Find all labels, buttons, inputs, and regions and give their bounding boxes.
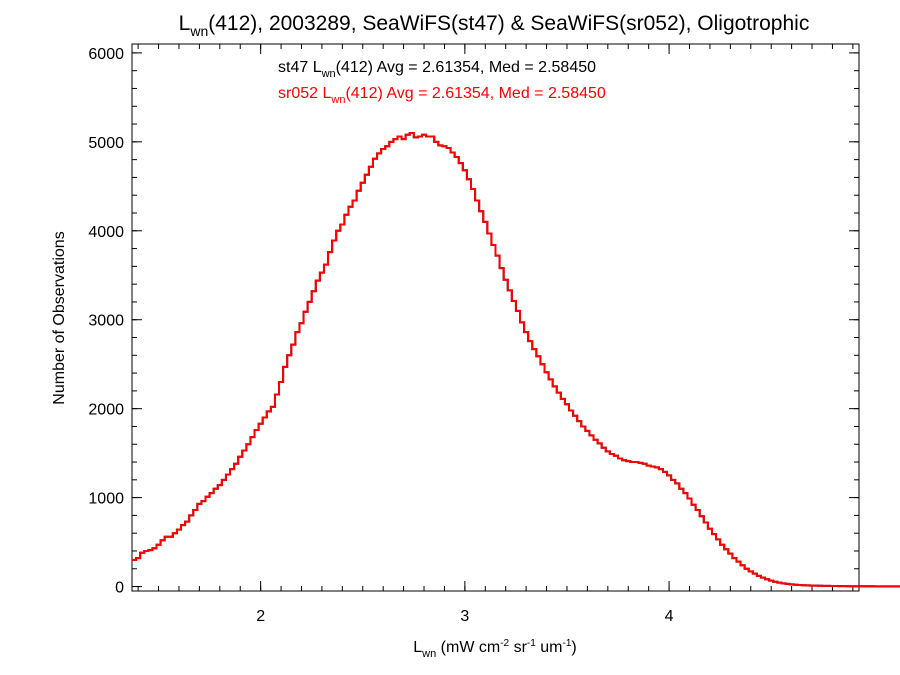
- x-tick-label: 4: [665, 608, 674, 625]
- plot-frame: [131, 43, 860, 592]
- chart-title: Lwn(412), 2003289, SeaWiFS(st47) & SeaWi…: [179, 12, 810, 39]
- series-st47-line: [132, 131, 900, 588]
- x-tick-label: 3: [460, 608, 469, 625]
- y-axis-label: Number of Observations: [51, 231, 68, 404]
- series-sr052-line: [132, 131, 900, 588]
- y-tick-label: 6000: [88, 46, 124, 63]
- y-tick-label: 5000: [88, 135, 124, 152]
- legend-entry-st47: st47 Lwn(412) Avg = 2.61354, Med = 2.584…: [278, 59, 596, 80]
- axis-tick-labels: 2 3 4 0 1000 2000 3000 4000 5000 6000: [88, 46, 673, 625]
- x-axis-label: Lwn (mW cm-2 sr-1 um-1): [413, 638, 576, 660]
- legend-entry-sr052: sr052 Lwn(412) Avg = 2.61354, Med = 2.58…: [278, 85, 606, 106]
- y-tick-label: 1000: [88, 491, 124, 508]
- y-tick-label: 0: [115, 580, 124, 597]
- axis-ticks: [132, 44, 859, 591]
- y-tick-label: 2000: [88, 402, 124, 419]
- x-tick-label: 2: [256, 608, 265, 625]
- y-tick-label: 4000: [88, 224, 124, 241]
- y-tick-label: 3000: [88, 313, 124, 330]
